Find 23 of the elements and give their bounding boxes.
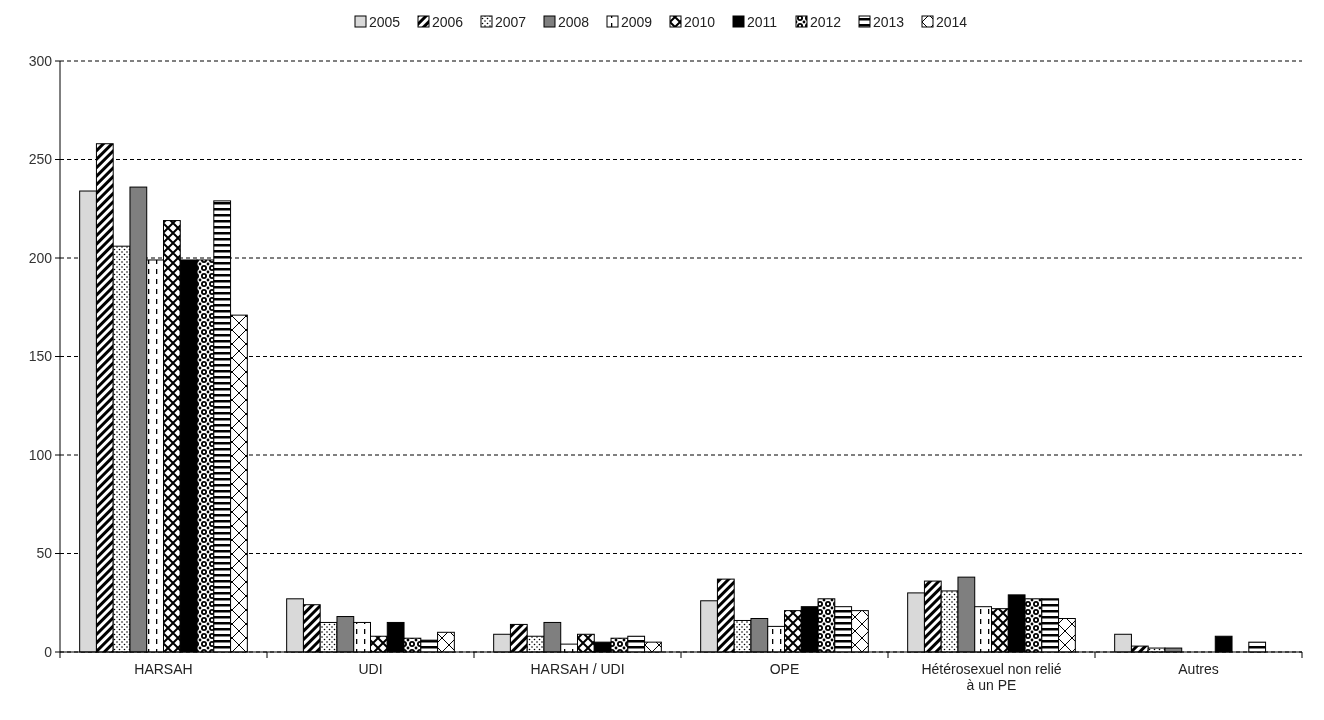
y-tick-label: 300 — [28, 52, 53, 69]
x-tick-label: UDI — [358, 661, 383, 677]
legend-label: 2013 — [873, 13, 905, 30]
y-tick-label: 100 — [28, 446, 53, 463]
x-tick-label: Hétérosexuel non relié à un PE — [921, 661, 1062, 693]
legend-label: 2014 — [936, 13, 968, 30]
legend-label: 2009 — [621, 13, 653, 30]
x-tick-label: HARSAH — [134, 661, 193, 677]
y-tick-label: 200 — [28, 249, 53, 266]
y-tick-label: 150 — [28, 348, 53, 365]
x-tick-label: HARSAH / UDI — [530, 661, 625, 677]
y-tick-label: 50 — [36, 545, 53, 562]
legend-label: 2007 — [495, 13, 527, 30]
legend-label: 2011 — [747, 13, 778, 30]
y-tick-label: 250 — [28, 151, 53, 168]
legend-label: 2008 — [558, 13, 590, 30]
y-tick-label: 0 — [44, 643, 53, 660]
legend-label: 2005 — [369, 13, 401, 30]
x-tick-label: OPE — [769, 661, 800, 677]
legend-label: 2006 — [432, 13, 464, 30]
x-tick-label: Autres — [1178, 661, 1219, 677]
legend-label: 2012 — [810, 13, 842, 30]
legend-label: 2010 — [684, 13, 716, 30]
